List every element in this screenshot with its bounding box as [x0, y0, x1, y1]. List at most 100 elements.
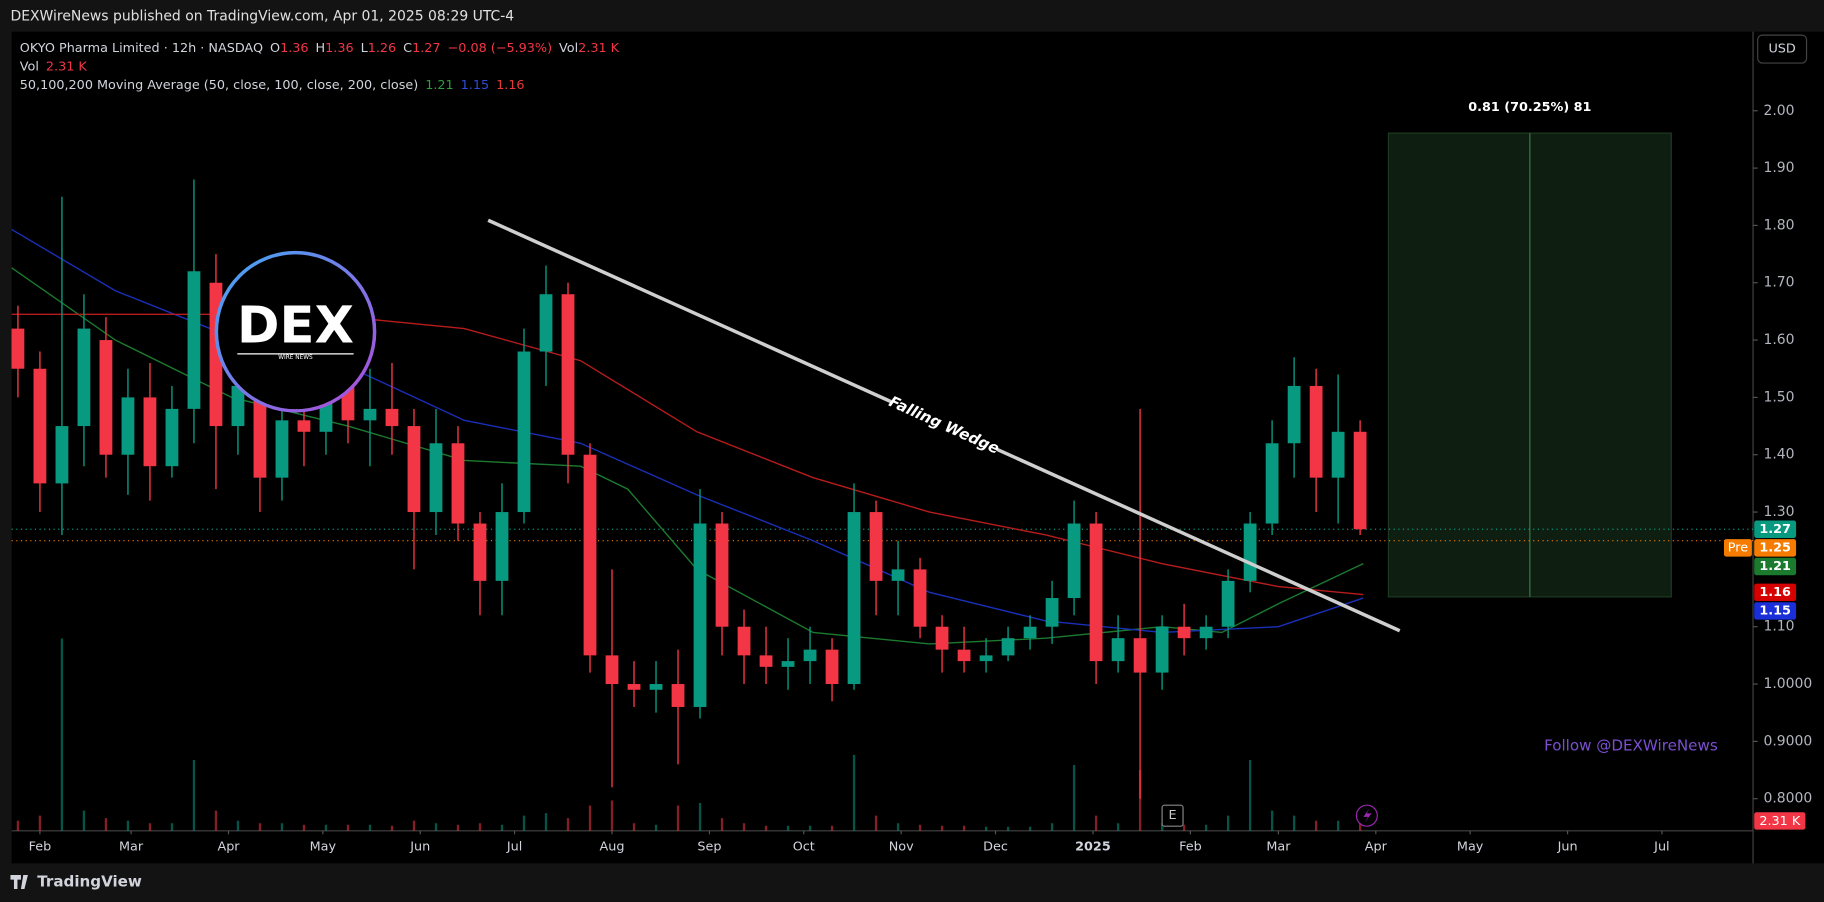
volume-bar: [1094, 815, 1098, 831]
volume-bar: [214, 810, 218, 831]
legend-value: 1.36: [280, 40, 308, 55]
candle-body: [1353, 431, 1367, 530]
candle-body: [605, 655, 619, 685]
candle-body: [715, 523, 729, 627]
x-tick-label: Nov: [889, 840, 914, 855]
x-tick-label: May: [310, 840, 337, 855]
volume-bar: [1006, 826, 1010, 831]
candle-body: [143, 397, 157, 467]
symbol: OKYO Pharma Limited · 12h · NASDAQ: [20, 40, 263, 55]
x-tick-label: May: [1457, 840, 1484, 855]
candle-body: [891, 569, 905, 581]
candle-body: [1089, 523, 1103, 662]
candle-body: [517, 351, 531, 513]
y-tick-label: 1.10: [1764, 619, 1795, 635]
price-badge: [1754, 602, 1797, 620]
logo-ring: [214, 250, 377, 413]
candle-body: [77, 328, 91, 427]
candle-body: [33, 368, 47, 484]
volume-bar: [60, 638, 64, 831]
volume-bar: [808, 825, 812, 831]
price-badge-tag-label: Pre: [1728, 540, 1748, 555]
footer-logo: [10, 875, 28, 889]
candle-body: [1177, 626, 1191, 639]
currency[interactable]: USD: [1768, 42, 1795, 57]
volume-bar: [1226, 815, 1230, 831]
price-badge-label: 1.25: [1759, 540, 1791, 555]
x-tick-label: Sep: [697, 840, 721, 855]
volume-bar: [1358, 823, 1362, 831]
candle-body: [737, 626, 751, 656]
y-tick-label: 1.0000: [1764, 676, 1813, 692]
volume-bar: [566, 818, 570, 831]
candle-body: [1243, 523, 1257, 581]
candle-body: [869, 512, 883, 581]
volume-bar: [456, 824, 460, 831]
candle-body: [121, 397, 135, 455]
volume-bar: [412, 820, 416, 831]
ma-name: 50,100,200 Moving Average (50, close, 10…: [20, 78, 418, 93]
event-icon[interactable]: [1355, 804, 1378, 827]
candle-body: [539, 294, 553, 352]
volume-bar: [1336, 820, 1340, 831]
y-tick-label: 1.50: [1764, 389, 1795, 405]
legend-value: 1.26: [368, 40, 396, 55]
candle-body: [1265, 443, 1279, 524]
volume-bar: [104, 818, 108, 831]
x-tick-label: Apr: [1365, 840, 1388, 855]
volume-bar: [720, 818, 724, 831]
price-badge-label: 1.27: [1759, 522, 1791, 537]
earnings-marker[interactable]: [1161, 804, 1184, 827]
price-badge: [1754, 557, 1797, 576]
event-icon[interactable]: [1363, 808, 1372, 823]
volume-bar: [1160, 823, 1164, 831]
ma-value: 1.16: [496, 78, 524, 93]
legend-key: O: [270, 40, 280, 55]
legend-key: H: [316, 40, 326, 55]
x-tick-label: Jul: [506, 840, 522, 855]
candle-body: [407, 426, 421, 513]
candle-body: [429, 443, 443, 513]
currency-button[interactable]: [1757, 34, 1808, 64]
volume-bar: [1204, 824, 1208, 831]
volume-bar: [38, 815, 42, 831]
candle-body: [759, 655, 773, 667]
candle-body: [473, 523, 487, 581]
volume-bar: [610, 800, 614, 831]
candle-body: [99, 340, 113, 455]
volume-bar: [1050, 823, 1054, 831]
candle-body: [1199, 626, 1213, 639]
candle-body: [627, 684, 641, 690]
logo-sub: WIRE NEWS: [278, 355, 313, 361]
candle-body: [1331, 431, 1345, 478]
volume-bar: [984, 826, 988, 831]
legend-value: 2.31 K: [46, 59, 88, 74]
candle-body: [1023, 626, 1037, 639]
volume-bar: [544, 813, 548, 831]
earnings-label[interactable]: E: [1169, 808, 1177, 823]
candle-body: [1155, 626, 1169, 673]
volume-bar: [940, 825, 944, 831]
legend-line: 50,100,200 Moving Average (50, close, 10…: [20, 78, 525, 93]
volume-bar: [346, 824, 350, 831]
volume-bar: [170, 823, 174, 831]
volume-bar: [1248, 759, 1252, 831]
time-axis: [11, 830, 1754, 864]
volume-bar: [764, 825, 768, 831]
x-tick-label: Dec: [983, 840, 1008, 855]
x-tick-label: Feb: [29, 840, 52, 855]
legend-value: 1.36: [325, 40, 353, 55]
volume-bar: [918, 824, 922, 831]
price-badge-tag: [1723, 539, 1752, 557]
x-tick-label: Jul: [1653, 840, 1669, 855]
legend-key: Vol: [20, 59, 39, 74]
candle-body: [1067, 523, 1081, 599]
candle-body: [495, 512, 509, 581]
volume-bar: [1138, 770, 1142, 831]
candle-body: [935, 626, 949, 650]
candle-body: [561, 294, 575, 455]
candle-body: [957, 649, 971, 662]
x-tick-label: Apr: [217, 840, 240, 855]
